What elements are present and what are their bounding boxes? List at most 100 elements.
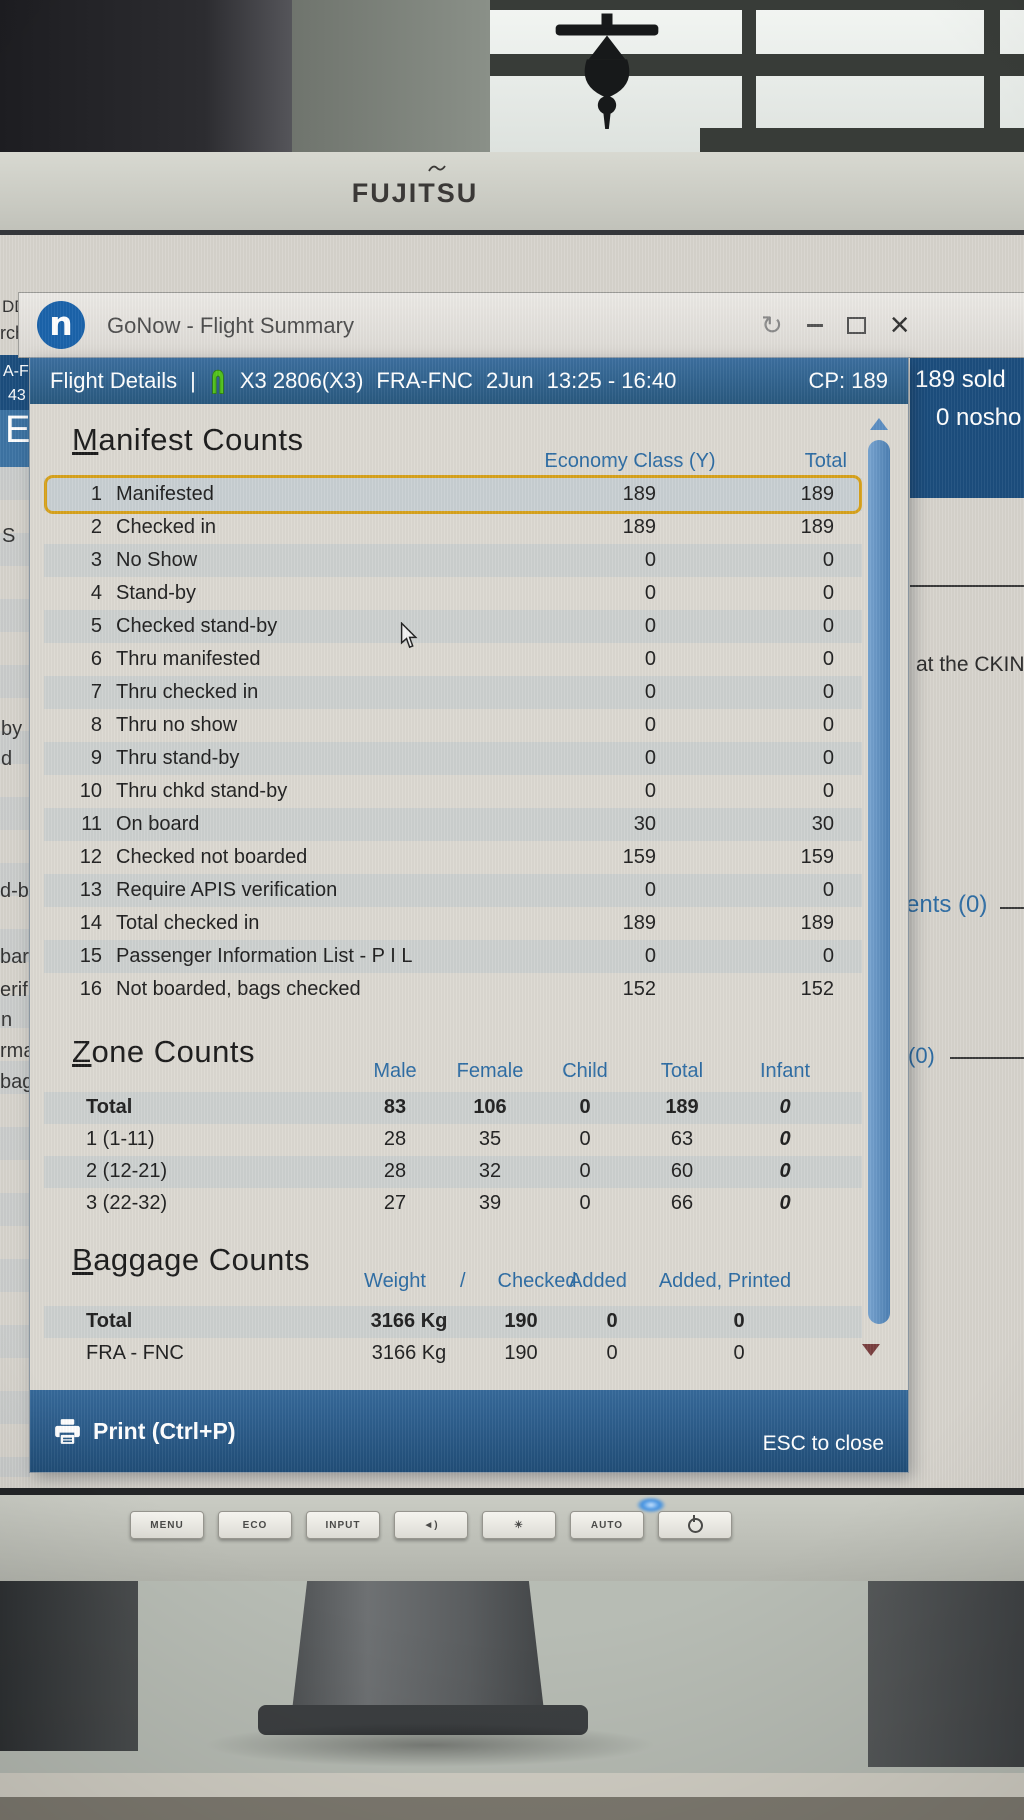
monitor-power-button[interactable] [658,1511,732,1539]
total-value: 0 [822,945,834,967]
total-value: 0 [822,582,834,604]
total-value: 0 [822,648,834,670]
row-number: 13 [79,879,102,901]
table-row[interactable]: 8 Thru no show 0 0 [44,709,862,742]
table-row[interactable]: 16 Not boarded, bags checked 152 152 [44,973,862,1006]
table-row[interactable]: 1 Manifested 189 189 [44,475,862,514]
table-row[interactable]: 3 No Show 0 0 [44,544,862,577]
monitor-brightness-button[interactable]: ☀ [482,1511,556,1539]
table-row[interactable]: 13 Require APIS verification 0 0 [44,874,862,907]
infant-value: 0 [779,1096,791,1118]
dialog-header: Flight Details | X3 2806(X3) FRA-FNC 2Ju… [30,358,908,404]
minimize-button[interactable] [806,323,823,327]
scroll-down-button[interactable] [862,1344,880,1356]
table-row[interactable]: 6 Thru manifested 0 0 [44,643,862,676]
table-row[interactable]: 4 Stand-by 0 0 [44,577,862,610]
bg-fragment: (0) [908,1043,935,1068]
print-button[interactable]: Print (Ctrl+P) [54,1418,235,1445]
bg-fragment: A-F [3,363,29,380]
fujitsu-infinity-icon [428,165,446,172]
refresh-icon[interactable]: ↻ [761,309,783,340]
male-value: 83 [383,1096,407,1118]
row-label: Total [86,1096,133,1118]
column-slash: / [460,1270,466,1292]
separator: | [190,368,196,393]
economy-value: 0 [644,747,656,769]
total-value: 189 [665,1096,699,1118]
column-economy: Economy Class (Y) [544,450,716,472]
monitor-screen: DD6 rch A-F 43 E S by d d-by barde erifi… [0,235,1024,1488]
table-row: 3 (22-32) 27 39 0 66 0 [44,1188,862,1220]
scroll-up-button[interactable] [870,418,888,430]
added-value: 0 [606,1342,618,1364]
scrollbar-thumb[interactable] [868,440,890,1324]
monitor-eco-button[interactable]: ECO [218,1511,292,1539]
table-row[interactable]: 5 Checked stand-by 0 0 [44,610,862,643]
column-child: Child [562,1060,608,1082]
table-row[interactable]: 2 Checked in 189 189 [44,511,862,544]
row-number: 10 [79,780,102,802]
flight-route: FRA-FNC [376,368,473,393]
total-value: 0 [822,879,834,901]
total-value: 189 [800,516,834,538]
background-wall-mid [292,0,490,152]
power-icon [687,1514,703,1533]
background-wall [0,0,292,152]
row-number: 7 [90,681,102,703]
infant-value: 0 [779,1192,791,1214]
window-frame-bar [490,0,1024,10]
total-value: 0 [822,615,834,637]
monitor-stand [292,1581,544,1711]
hanging-lamp-silhouette [555,13,659,129]
row-label: Thru chkd stand-by [116,780,288,802]
column-added-printed: Added, Printed [658,1270,792,1292]
monitor-stand-base [258,1705,588,1735]
monitor-bottom-bezel: MENU ECO INPUT ◄) ☀ AUTO [0,1488,1024,1581]
flight-date: 2Jun [485,368,534,393]
monitor-menu-button[interactable]: MENU [130,1511,204,1539]
economy-value: 0 [644,615,656,637]
table-row[interactable]: 15 Passenger Information List - P I L 0 … [44,940,862,973]
row-number: 15 [79,945,102,967]
gonow-logo: n [37,301,85,349]
monitor-volume-button[interactable]: ◄) [394,1511,468,1539]
column-total: Total [804,450,847,472]
column-female: Female [456,1060,524,1082]
row-number: 8 [90,714,102,736]
maximize-button[interactable] [846,316,866,334]
noshow-count: 0 nosho [936,404,1022,431]
male-value: 27 [383,1192,407,1214]
monitor-auto-button[interactable]: AUTO [570,1511,644,1539]
row-label: Passenger Information List - P I L [116,945,413,967]
desk-shadow-left [0,1581,138,1751]
column-male: Male [373,1060,417,1082]
row-label: Thru manifested [116,648,261,670]
row-label: FRA - FNC [86,1342,184,1364]
table-row[interactable]: 11 On board 30 30 [44,808,862,841]
manifest-table: 1 Manifested 189 189 2 Checked in 189 18… [44,475,862,1006]
power-led [636,1497,666,1513]
table-row[interactable]: 14 Total checked in 189 189 [44,907,862,940]
row-number: 2 [90,516,102,538]
total-value: 152 [800,978,834,1000]
manifest-counts-heading: Manifest Counts [72,422,304,457]
infant-value: 0 [779,1160,791,1182]
desk-edge [0,1773,1024,1797]
row-number: 11 [81,813,102,835]
table-row[interactable]: 7 Thru checked in 0 0 [44,676,862,709]
monitor-input-button[interactable]: INPUT [306,1511,380,1539]
row-label: 1 (1-11) [86,1128,155,1150]
row-label: Checked stand-by [116,615,278,637]
window-frame-bar [742,0,756,152]
column-checked: Checked [497,1270,577,1292]
close-button[interactable]: × [889,306,910,344]
row-label: 3 (22-32) [86,1192,168,1214]
row-label: Manifested [116,483,214,505]
print-label: Print (Ctrl+P) [93,1417,236,1444]
bg-fragment: 43 [8,387,26,404]
table-row[interactable]: 12 Checked not boarded 159 159 [44,841,862,874]
table-row[interactable]: 9 Thru stand-by 0 0 [44,742,862,775]
table-row[interactable]: 10 Thru chkd stand-by 0 0 [44,775,862,808]
window-titlebar[interactable]: n GoNow - Flight Summary ↻ × [18,292,1024,358]
table-row: 1 (1-11) 28 35 0 63 0 [44,1124,862,1156]
